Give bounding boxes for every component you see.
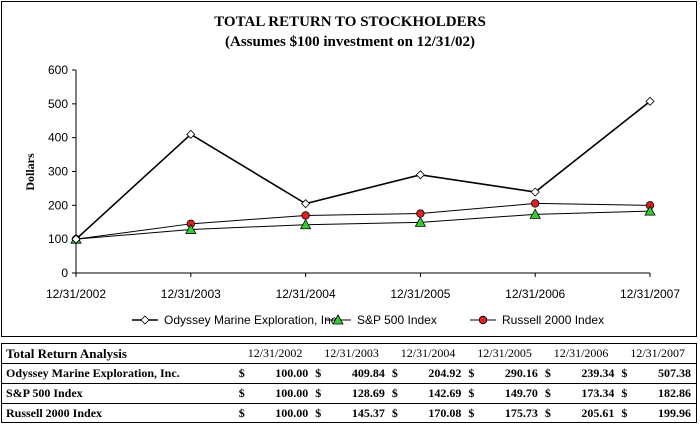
- table-cell-value: 170.08: [408, 403, 467, 423]
- y-axis-label: Dollars: [23, 153, 37, 191]
- table-cell-value: 290.16: [504, 366, 538, 380]
- series-line: [75, 210, 651, 240]
- legend-label: Odyssey Marine Exploration, Inc.: [164, 313, 340, 327]
- table-cell-value: 182.86: [638, 383, 696, 404]
- currency-symbol: $: [313, 403, 333, 423]
- table-date-header: 12/31/2006: [542, 344, 620, 364]
- currency-symbol: $: [391, 366, 398, 380]
- circle-marker: [531, 199, 540, 208]
- x-tick-label: 12/31/2007: [620, 287, 680, 301]
- table-row: Odyssey Marine Exploration, Inc. $100.00 $…: [2, 364, 696, 384]
- y-tick-label: 500: [48, 97, 68, 111]
- table-cell-value: 128.69: [332, 383, 390, 404]
- table-date-header: 12/31/2002: [236, 344, 314, 364]
- currency-symbol: $: [238, 366, 245, 380]
- table-date-header: 12/31/2005: [466, 344, 543, 364]
- table-row-label: Russell 2000 Index: [2, 403, 237, 423]
- table-cell-value: 100.00: [255, 383, 314, 404]
- diamond-marker: [186, 129, 196, 139]
- circle-marker: [416, 209, 425, 218]
- diamond-marker: [71, 234, 81, 244]
- table-cell-value: 142.69: [408, 383, 467, 404]
- diamond-marker: [530, 187, 540, 197]
- x-tick-label: 12/31/2004: [276, 287, 336, 301]
- diamond-marker: [645, 96, 655, 106]
- legend-label: S&P 500 Index: [357, 313, 437, 327]
- table-cell-value: 100.00: [275, 366, 309, 380]
- table-cell-value: 507.38: [658, 366, 691, 380]
- triangle-marker: [529, 208, 541, 219]
- diamond-marker: [301, 199, 311, 209]
- currency-symbol: $: [621, 366, 628, 380]
- series-diamond: [71, 96, 655, 244]
- table-date-header: 12/31/2003: [313, 344, 390, 364]
- table-cell-value: 149.70: [485, 383, 543, 404]
- currency-symbol: $: [315, 366, 322, 380]
- series-line: [75, 100, 651, 240]
- circle-marker: [478, 315, 488, 325]
- currency-symbol: $: [468, 366, 475, 380]
- series-triangle: [70, 205, 656, 244]
- x-tick-label: 12/31/2006: [505, 287, 565, 301]
- table-date-header: 12/31/2004: [389, 344, 467, 364]
- table-title: Total Return Analysis: [2, 344, 237, 364]
- y-tick-label: 200: [48, 198, 68, 212]
- legend: Odyssey Marine Exploration, Inc. S&P 500 …: [132, 313, 604, 327]
- table-cell-value: 204.92: [428, 366, 462, 380]
- table-row: S&P 500 Index $100.00 $128.69 $142.69 $149.7…: [2, 383, 696, 404]
- table-cell-value: 175.73: [485, 403, 543, 423]
- table-row: Russell 2000 Index $100.00 $145.37 $170.08 $…: [2, 403, 696, 423]
- currency-symbol: $: [466, 383, 486, 404]
- table-header-row: Total Return Analysis 12/31/2002 12/31/200…: [2, 344, 696, 364]
- table-cell-value: 100.00: [255, 403, 314, 423]
- chart-subtitle: (Assumes $100 investment on 12/31/02): [225, 34, 475, 50]
- currency-symbol: $: [542, 383, 562, 404]
- currency-symbol: $: [619, 403, 639, 423]
- currency-symbol: $: [466, 403, 486, 423]
- chart-frame: [1, 1, 697, 337]
- line-chart: TOTAL RETURN TO STOCKHOLDERS (Assumes $1…: [23, 14, 680, 327]
- y-tick-label: 300: [48, 165, 68, 179]
- diamond-marker: [415, 170, 425, 180]
- table-cell-value: 145.37: [332, 403, 390, 423]
- series-circle: [71, 199, 655, 244]
- table-cell-value: 205.61: [561, 403, 620, 423]
- diamond-marker: [140, 315, 150, 325]
- triangle-marker: [332, 314, 344, 325]
- table-cell-value: 409.84: [351, 366, 385, 380]
- x-tick-label: 12/31/2005: [390, 287, 450, 301]
- table-row-label: S&P 500 Index: [2, 383, 237, 404]
- table-date-header: 12/31/2007: [619, 344, 696, 364]
- series-line: [75, 202, 651, 240]
- currency-symbol: $: [236, 383, 256, 404]
- triangle-marker: [644, 205, 656, 216]
- axes: 0 100 200 300 400 500 600 12/31/2002 12/31/2003 1…: [46, 63, 680, 301]
- x-tick-label: 12/31/2002: [46, 287, 106, 301]
- triangle-marker: [299, 218, 312, 230]
- y-tick-label: 100: [48, 232, 68, 246]
- chart-title: TOTAL RETURN TO STOCKHOLDERS: [214, 14, 486, 30]
- total-return-table: Total Return Analysis 12/31/2002 12/31/200…: [1, 343, 697, 423]
- table-cell-value: 239.34: [581, 366, 615, 380]
- x-tick-label: 12/31/2003: [161, 287, 221, 301]
- y-tick-label: 600: [48, 63, 68, 77]
- currency-symbol: $: [544, 366, 551, 380]
- currency-symbol: $: [389, 383, 409, 404]
- currency-symbol: $: [542, 403, 562, 423]
- legend-label: Russell 2000 Index: [502, 313, 604, 327]
- triangle-marker: [185, 223, 197, 234]
- table-cell-value: 173.34: [561, 383, 620, 404]
- currency-symbol: $: [619, 383, 639, 404]
- currency-symbol: $: [389, 403, 409, 423]
- series-layer: [70, 96, 656, 244]
- y-tick-label: 400: [48, 131, 68, 145]
- circle-marker: [301, 211, 310, 220]
- currency-symbol: $: [313, 383, 333, 404]
- triangle-marker: [414, 216, 427, 227]
- y-tick-label: 0: [61, 266, 68, 280]
- table-row-label: Odyssey Marine Exploration, Inc.: [6, 366, 180, 380]
- table-cell-value: 199.96: [638, 403, 696, 423]
- currency-symbol: $: [236, 403, 256, 423]
